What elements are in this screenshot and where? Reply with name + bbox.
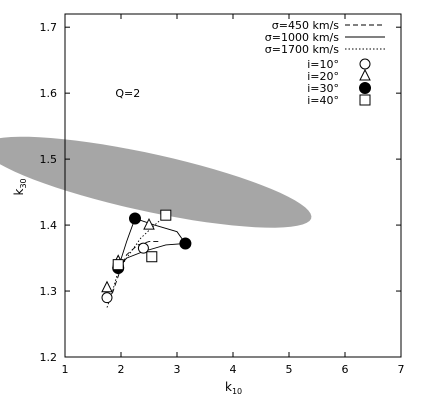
y-tick-label: 1.4 <box>40 219 58 232</box>
legend-label: i=10° <box>307 58 339 71</box>
x-tick-label: 6 <box>342 363 349 376</box>
data-point-marker <box>137 242 149 254</box>
legend-marker-sample <box>359 68 371 81</box>
x-axis-label-main: k <box>225 380 232 394</box>
legend-marker-sample <box>359 82 371 94</box>
data-point-marker <box>160 209 172 221</box>
legend-label: i=30° <box>307 82 339 95</box>
legend-marker-sample <box>359 58 371 70</box>
shaded-region <box>0 136 312 228</box>
x-tick-label: 5 <box>286 363 293 376</box>
data-point-marker <box>101 280 113 293</box>
data-point-marker <box>179 237 192 250</box>
x-axis-label: k10 <box>225 380 242 396</box>
y-tick-label: 1.6 <box>40 87 58 100</box>
legend-label: i=40° <box>307 94 339 107</box>
x-tick-label: 7 <box>398 363 405 376</box>
x-tick-label: 3 <box>174 363 181 376</box>
x-tick-label: 4 <box>230 363 237 376</box>
plot-area <box>0 13 402 358</box>
series-line <box>109 241 161 302</box>
y-axis-label: k30 <box>12 178 28 195</box>
axis-ticks: 1 2 3 4 5 6 7 1.2 1.3 1.4 1.5 1.6 1.7 <box>40 14 405 376</box>
y-axis-label-main: k <box>12 189 26 196</box>
x-axis-label-subscript: 10 <box>232 387 242 396</box>
series-line <box>106 214 167 308</box>
legend-label: σ=1700 km/s <box>265 43 339 56</box>
data-point-marker <box>101 292 113 304</box>
legend-marker-sample <box>359 94 371 106</box>
x-tick-label: 2 <box>118 363 125 376</box>
region-label: Q=2 <box>115 87 140 100</box>
series-line <box>117 217 187 269</box>
data-point-marker <box>112 259 124 271</box>
data-point-marker <box>146 251 158 263</box>
y-axis-label-subscript: 30 <box>19 178 28 188</box>
x-tick-label: 1 <box>62 363 69 376</box>
data-point-marker <box>129 212 141 225</box>
legend: σ=450 km/sσ=1000 km/sσ=1700 km/s i=10°i=2… <box>265 19 385 107</box>
data-point-marker <box>143 217 155 230</box>
legend-label: σ=1000 km/s <box>265 31 339 44</box>
y-tick-label: 1.3 <box>40 285 58 298</box>
y-tick-label: 1.2 <box>40 351 58 364</box>
y-tick-label: 1.5 <box>40 153 58 166</box>
legend-label: i=20° <box>307 70 339 83</box>
legend-label: σ=450 km/s <box>272 19 339 32</box>
y-tick-label: 1.7 <box>40 21 58 34</box>
